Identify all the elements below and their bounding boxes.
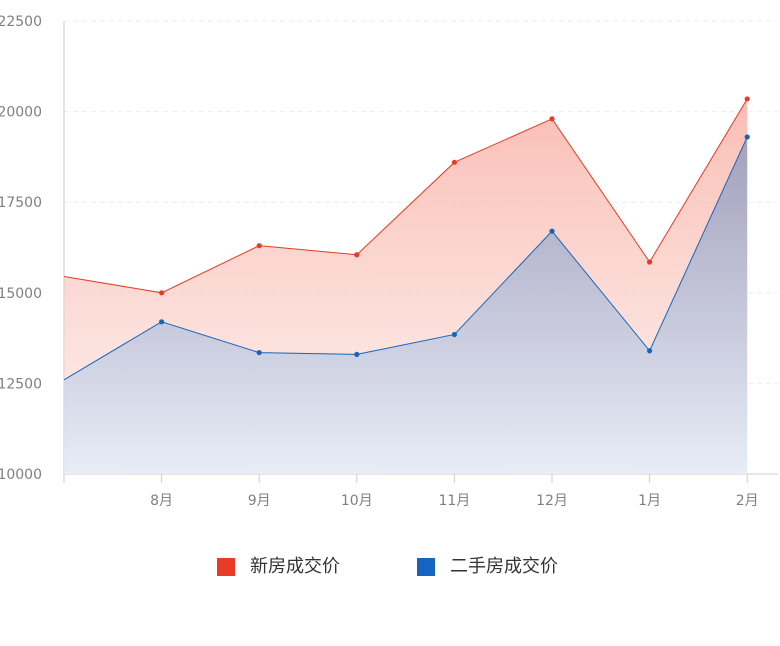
legend-swatch-second-hand [417,558,435,576]
point-series-1-5 [549,228,555,234]
point-series-0-1 [159,290,165,296]
y-tick-label-22500: 22500 [0,14,42,30]
point-series-1-2 [256,349,262,356]
legend: 新房成交价 二手房成交价 [0,554,780,582]
series-lines [63,98,748,381]
point-series-1-3 [354,351,360,358]
y-tick-label-12500: 12500 [0,376,42,392]
point-series-0-3 [354,252,360,258]
legend-label-new-house: 新房成交价 [250,556,340,577]
point-series-1-1 [159,319,165,325]
series-points [159,96,750,358]
legend-item-new-house[interactable]: 新房成交价 [217,554,340,580]
point-series-1-4 [451,331,457,338]
point-series-1-7 [744,134,750,140]
point-series-0-6 [647,259,653,265]
area-chart: 10000 12500 15000 17500 20000 22500 8月 9月 10月 11月… [0,14,778,509]
x-tick-label-4: 11月 [438,493,470,509]
series-areas [64,98,748,474]
tick-labels: 10000 12500 15000 17500 20000 22500 8月 9月 10月 11月… [0,14,759,509]
x-tick-label-5: 12月 [536,493,568,509]
x-tick-label-7: 2月 [736,493,759,509]
y-tick-label-20000: 20000 [0,105,42,121]
point-series-1-6 [647,348,653,354]
point-series-0-2 [256,243,262,249]
point-series-0-5 [549,116,555,122]
x-tick-label-3: 10月 [341,493,373,509]
line-series-1 [63,136,748,381]
y-tick-label-10000: 10000 [0,467,42,483]
y-tick-label-17500: 17500 [0,195,42,211]
x-tick-label-6: 1月 [638,493,661,509]
legend-label-second-hand: 二手房成交价 [450,556,558,577]
area-series-1 [64,136,748,474]
point-series-0-7 [744,96,750,102]
point-series-0-4 [451,159,457,165]
legend-swatch-new-house [217,558,235,576]
legend-item-second-hand[interactable]: 二手房成交价 [417,554,558,580]
x-tick-label-1: 8月 [150,493,173,509]
line-series-0 [63,98,748,294]
x-tick-label-2: 9月 [248,493,271,509]
y-tick-label-15000: 15000 [0,286,42,302]
